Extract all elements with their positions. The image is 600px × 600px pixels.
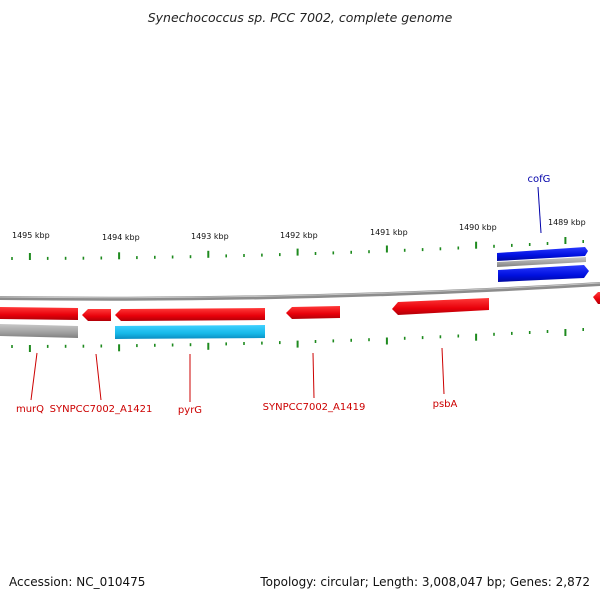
kbp-label-1491: 1491 kbp bbox=[370, 228, 408, 237]
inner-tick-row bbox=[11, 328, 585, 352]
kbp-label-1489: 1489 kbp bbox=[548, 218, 586, 227]
accession-text: Accession: NC_010475 bbox=[9, 575, 146, 589]
kbp-label-1494: 1494 kbp bbox=[102, 233, 140, 242]
genome-summary-text: Topology: circular; Length: 3,008,047 bp… bbox=[260, 575, 590, 589]
kbp-label-1495: 1495 kbp bbox=[12, 231, 50, 240]
gene-murQ[interactable] bbox=[0, 307, 78, 320]
gene-label-cofG[interactable]: cofG bbox=[528, 174, 551, 185]
kbp-label-1492: 1492 kbp bbox=[280, 231, 318, 240]
gene-murQ-pseudo bbox=[0, 324, 78, 338]
leader-murQ bbox=[30, 352, 38, 401]
gene-cofG-lower[interactable] bbox=[498, 265, 589, 282]
gene-label-psbA[interactable]: psbA bbox=[433, 399, 458, 410]
kbp-label-1490: 1490 kbp bbox=[459, 223, 497, 232]
label-leaders bbox=[30, 186, 542, 402]
gene-SYNPCC7002_A1421[interactable] bbox=[82, 309, 111, 321]
gene-label-SYNPCC7002_A1419[interactable]: SYNPCC7002_A1419 bbox=[263, 402, 366, 413]
map-title: Synechococcus sp. PCC 7002, complete gen… bbox=[147, 10, 453, 25]
leader-psbA bbox=[441, 347, 445, 395]
gene-cofG-upper[interactable] bbox=[497, 247, 588, 261]
leader-SYNPCC7002_A1419 bbox=[312, 352, 315, 399]
reverse-genes bbox=[0, 292, 600, 339]
gene-SYNPCC7002_A1419[interactable] bbox=[286, 306, 340, 319]
gene-labels: murQ SYNPCC7002_A1421 pyrG SYNPCC7002_A1… bbox=[16, 174, 550, 416]
genome-backbone bbox=[0, 282, 600, 301]
gene-label-pyrG[interactable]: pyrG bbox=[178, 405, 202, 416]
kbp-labels: 1495 kbp 1494 kbp 1493 kbp 1492 kbp 1491… bbox=[12, 218, 586, 242]
gene-label-murQ[interactable]: murQ bbox=[16, 404, 44, 415]
gene-cofG-track[interactable] bbox=[497, 247, 589, 282]
gene-edge[interactable] bbox=[593, 292, 600, 304]
outer-tick-row bbox=[11, 237, 585, 260]
kbp-label-1493: 1493 kbp bbox=[191, 232, 229, 241]
genome-backbone-highlight bbox=[0, 282, 600, 299]
leader-cofG bbox=[537, 186, 542, 234]
gene-pyrG[interactable] bbox=[115, 308, 265, 321]
gene-label-SYNPCC7002_A1421[interactable]: SYNPCC7002_A1421 bbox=[50, 404, 153, 415]
gene-pyrG-rna[interactable] bbox=[115, 325, 265, 339]
leader-SYNPCC7002_A1421 bbox=[95, 353, 102, 401]
gene-cofG-upper-shadow bbox=[497, 257, 586, 267]
gene-psbA[interactable] bbox=[392, 298, 489, 315]
